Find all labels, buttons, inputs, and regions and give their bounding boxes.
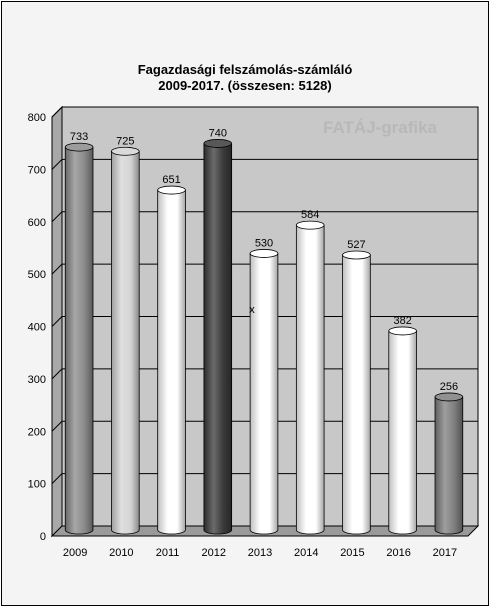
x-tick-label: 2012	[202, 547, 226, 559]
bar-2010	[111, 146, 140, 535]
bar-top	[64, 142, 94, 152]
x-tick-label: 2013	[248, 547, 272, 559]
x-tick-label: 2009	[63, 547, 87, 559]
bar-2016	[388, 326, 417, 535]
bar-top	[249, 249, 279, 258]
bar-2017	[434, 392, 464, 535]
bar-top	[388, 326, 417, 336]
bar-top	[295, 220, 325, 230]
chart-subtitle: 2009-2017. (összesen: 5128)	[158, 78, 331, 93]
y-tick-label: 400	[28, 322, 46, 334]
bar-2014	[295, 220, 325, 535]
plot-area: 0 100 200 300 400 500 600 700 800 733 2009 725 2010 6…	[28, 105, 480, 559]
data-label: 733	[70, 131, 88, 143]
gridline-side	[51, 263, 63, 275]
x-tick-label: 2017	[433, 547, 457, 559]
chart-title: Fagazdasági felszámolás-számláló	[138, 62, 353, 77]
watermark-text: FATÁJ-grafika	[323, 118, 438, 137]
bar-body	[64, 146, 94, 535]
gridline-side	[51, 368, 63, 380]
data-label: 584	[301, 209, 319, 221]
data-label: 530	[255, 237, 273, 249]
x-tick-label: 2015	[340, 547, 364, 559]
bar-2011	[157, 185, 186, 535]
gridline-side	[51, 473, 63, 484]
bar-body	[249, 253, 279, 535]
bar-top	[203, 139, 233, 148]
y-tick-label: 600	[28, 217, 46, 229]
bar-top	[434, 392, 464, 402]
y-tick-label: 500	[28, 269, 46, 281]
bar-body	[342, 254, 371, 535]
data-label: 725	[116, 135, 134, 147]
y-tick-label: 200	[28, 426, 46, 438]
data-label: 651	[162, 174, 180, 186]
bar-2015	[342, 250, 371, 535]
marker-annotation: x	[249, 304, 255, 316]
gridline-side	[51, 420, 63, 432]
bar-body	[203, 143, 233, 535]
y-tick-label: 800	[28, 112, 46, 124]
bar-body	[111, 150, 140, 535]
x-tick-label: 2014	[294, 547, 318, 559]
data-label: 256	[440, 381, 458, 393]
y-tick-label: 100	[28, 479, 46, 491]
bar-top	[157, 185, 186, 195]
data-label: 382	[393, 315, 411, 327]
bar-body	[388, 330, 417, 535]
bar-body	[434, 396, 464, 535]
bar-top	[342, 250, 371, 260]
data-label: 527	[347, 239, 365, 251]
bar-top	[111, 146, 140, 156]
gridline-side	[51, 316, 63, 327]
y-tick-label: 300	[28, 374, 46, 386]
gridline-side	[51, 159, 63, 170]
bar-2013	[249, 249, 279, 535]
bar-body	[295, 224, 325, 535]
y-tick-label: 700	[28, 164, 46, 176]
bar-2012	[203, 139, 233, 535]
bar-body	[157, 189, 186, 535]
x-tick-label: 2011	[156, 547, 180, 559]
gridline-side	[51, 106, 63, 118]
data-label: 740	[209, 127, 227, 139]
x-tick-label: 2010	[109, 547, 133, 559]
bar-2009	[64, 142, 94, 535]
y-tick-label: 0	[40, 531, 46, 543]
gridline-side	[51, 211, 63, 223]
x-tick-label: 2016	[386, 547, 410, 559]
